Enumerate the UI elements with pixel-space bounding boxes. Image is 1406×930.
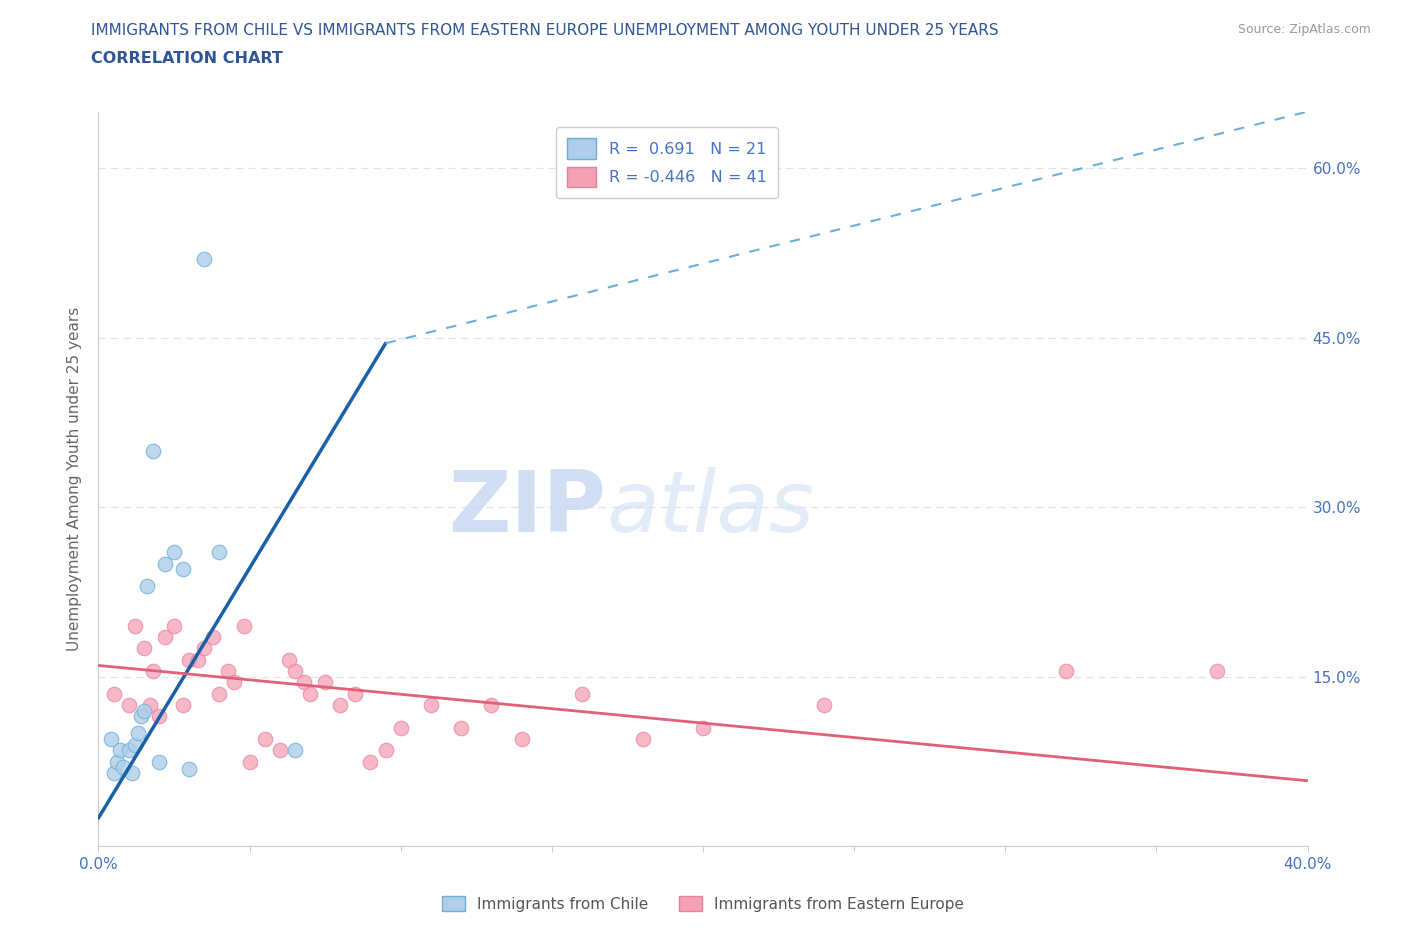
Point [118, 698, 141, 712]
Point [389, 720, 412, 735]
Legend: Immigrants from Chile, Immigrants from Eastern Europe: Immigrants from Chile, Immigrants from E… [436, 889, 970, 918]
Text: IMMIGRANTS FROM CHILE VS IMMIGRANTS FROM EASTERN EUROPE UNEMPLOYMENT AMONG YOUTH: IMMIGRANTS FROM CHILE VS IMMIGRANTS FROM… [91, 23, 1000, 38]
Point [692, 720, 714, 735]
Point [139, 698, 162, 712]
Point [105, 754, 128, 769]
Point [420, 698, 443, 712]
Point [284, 664, 307, 679]
Point [121, 765, 143, 780]
Text: ZIP: ZIP [449, 467, 606, 550]
Point [208, 545, 231, 560]
Point [202, 630, 225, 644]
Point [103, 686, 125, 701]
Point [314, 675, 336, 690]
Point [148, 709, 170, 724]
Point [163, 618, 186, 633]
Point [239, 754, 262, 769]
Point [208, 686, 231, 701]
Point [217, 664, 239, 679]
Point [1206, 664, 1229, 679]
Point [329, 698, 352, 712]
Point [142, 444, 165, 458]
Point [193, 641, 215, 656]
Point [132, 641, 155, 656]
Text: atlas: atlas [606, 467, 814, 550]
Point [108, 743, 131, 758]
Point [571, 686, 593, 701]
Point [124, 618, 146, 633]
Point [153, 630, 176, 644]
Point [179, 652, 201, 667]
Y-axis label: Unemployment Among Youth under 25 years: Unemployment Among Youth under 25 years [67, 307, 83, 651]
Point [118, 743, 141, 758]
Point [132, 703, 155, 718]
Point [100, 732, 122, 747]
Point [253, 732, 276, 747]
Point [172, 698, 194, 712]
Text: Source: ZipAtlas.com: Source: ZipAtlas.com [1237, 23, 1371, 36]
Point [631, 732, 654, 747]
Point [187, 652, 209, 667]
Point [360, 754, 382, 769]
Point [148, 754, 170, 769]
Point [163, 545, 186, 560]
Legend: R =  0.691   N = 21, R = -0.446   N = 41: R = 0.691 N = 21, R = -0.446 N = 41 [555, 126, 778, 198]
Point [224, 675, 246, 690]
Point [127, 725, 149, 740]
Point [269, 743, 291, 758]
Point [135, 578, 157, 593]
Point [374, 743, 396, 758]
Point [111, 760, 134, 775]
Point [344, 686, 367, 701]
Point [103, 765, 125, 780]
Point [450, 720, 472, 735]
Point [510, 732, 533, 747]
Point [292, 675, 315, 690]
Point [179, 762, 201, 777]
Point [277, 652, 299, 667]
Point [193, 251, 215, 266]
Text: CORRELATION CHART: CORRELATION CHART [91, 51, 283, 66]
Point [172, 562, 194, 577]
Point [481, 698, 503, 712]
Point [129, 709, 152, 724]
Point [142, 664, 165, 679]
Point [232, 618, 254, 633]
Point [153, 556, 176, 571]
Point [813, 698, 835, 712]
Point [1054, 664, 1077, 679]
Point [124, 737, 146, 752]
Point [284, 743, 307, 758]
Point [299, 686, 322, 701]
